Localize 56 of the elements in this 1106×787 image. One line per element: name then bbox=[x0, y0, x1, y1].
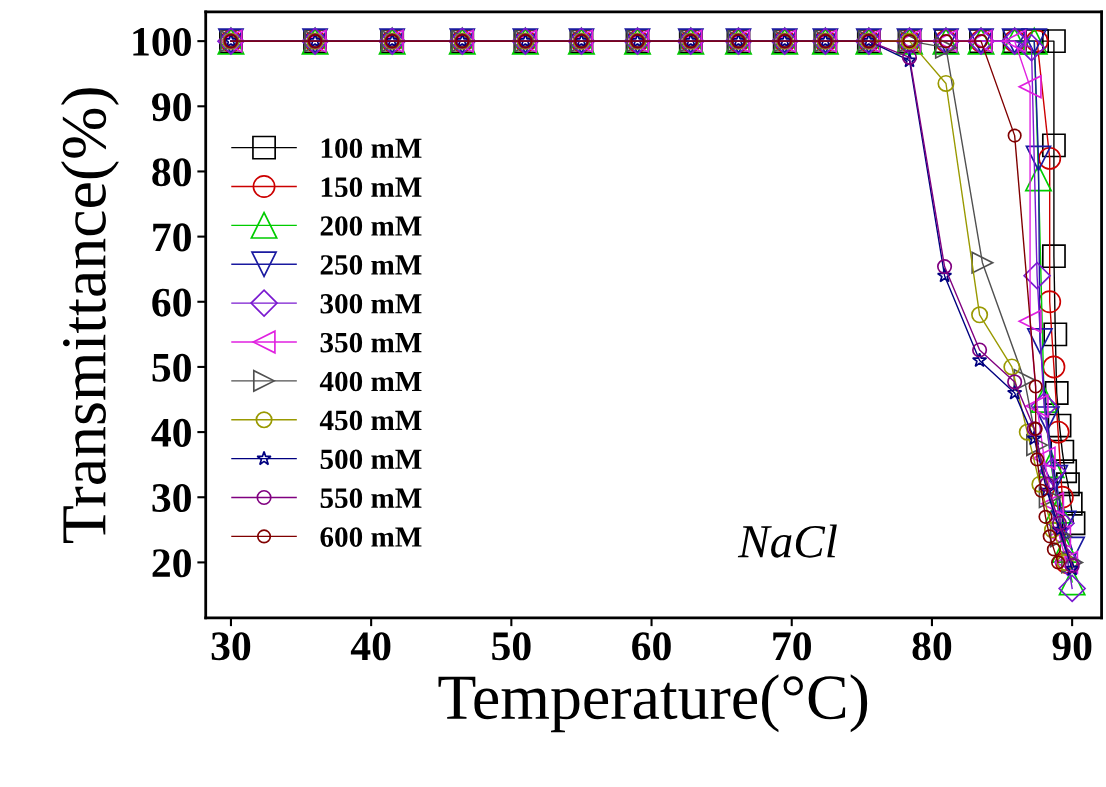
point bbox=[1034, 483, 1049, 498]
y-tick-label: 100 bbox=[133, 27, 191, 56]
x-axis-title: Temperature(°C) bbox=[438, 674, 868, 733]
point bbox=[1042, 529, 1057, 544]
legend-label: 500 mM bbox=[320, 449, 422, 470]
x-tick-label: 30 bbox=[211, 632, 251, 661]
point bbox=[1031, 475, 1049, 493]
legend-label: 600 mM bbox=[320, 527, 422, 547]
point bbox=[937, 74, 955, 93]
legend-label: 300 mM bbox=[320, 293, 422, 314]
x-tick-label: 40 bbox=[350, 632, 391, 661]
y-tick-label: 70 bbox=[153, 223, 191, 252]
x-tick-label: 80 bbox=[912, 632, 952, 661]
point bbox=[936, 267, 953, 283]
point bbox=[1007, 128, 1022, 143]
y-tick-label: 50 bbox=[152, 353, 191, 382]
point bbox=[1006, 384, 1023, 400]
x-tick-label: 50 bbox=[492, 632, 531, 661]
point bbox=[1017, 33, 1046, 62]
point bbox=[1040, 492, 1065, 516]
y-tick-label: 60 bbox=[152, 288, 191, 317]
y-axis-title: Transmittance(%) bbox=[60, 88, 119, 544]
point bbox=[1038, 509, 1053, 524]
point bbox=[1038, 486, 1061, 509]
point bbox=[1023, 261, 1051, 290]
point bbox=[1046, 542, 1061, 557]
point bbox=[1030, 392, 1058, 420]
legend-label: 100 mM bbox=[321, 138, 422, 159]
point bbox=[971, 306, 989, 324]
legend-label: 350 mM bbox=[320, 332, 422, 353]
legend-label: 550 mM bbox=[320, 488, 422, 508]
y-tick-label: 40 bbox=[151, 418, 191, 447]
legend-label: 150 mM bbox=[321, 177, 422, 197]
legend-label: 250 mM bbox=[320, 255, 422, 275]
point bbox=[1038, 457, 1067, 485]
point bbox=[1058, 574, 1086, 603]
y-tick-label: 80 bbox=[152, 158, 191, 187]
point bbox=[1018, 309, 1042, 334]
point bbox=[1032, 446, 1056, 470]
legend-label: 200 mM bbox=[320, 216, 422, 236]
legend-label: 450 mM bbox=[319, 410, 422, 431]
x-tick-label: 90 bbox=[1052, 632, 1092, 661]
x-tick-label: 70 bbox=[773, 632, 811, 661]
point bbox=[971, 251, 994, 274]
y-tick-label: 90 bbox=[151, 93, 191, 122]
point bbox=[1018, 75, 1042, 99]
y-tick-label: 30 bbox=[152, 484, 191, 513]
annotation: NaCl bbox=[737, 524, 837, 558]
point bbox=[971, 352, 988, 368]
point bbox=[1003, 358, 1021, 376]
x-tick-label: 60 bbox=[632, 632, 671, 661]
point bbox=[1013, 368, 1036, 392]
point bbox=[1028, 379, 1043, 394]
point bbox=[1026, 434, 1049, 457]
y-tick-label: 20 bbox=[152, 549, 191, 578]
legend-label: 400 mM bbox=[319, 371, 422, 392]
